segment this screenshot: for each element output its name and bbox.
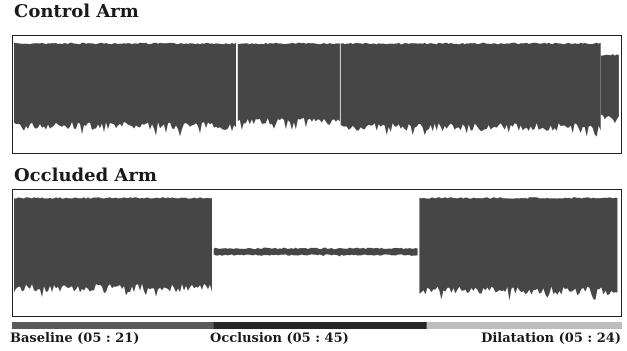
phase-bar-2: [213, 322, 427, 329]
phase-label-occlusion: Occlusion (05 : 45): [210, 331, 349, 346]
control-arm-waveform-segment-4: [600, 54, 619, 124]
phase-label-baseline: Baseline (05 : 21): [10, 331, 140, 346]
occluded-arm-panel: [12, 189, 622, 317]
occluded-arm-waveform-segment-1: [14, 197, 212, 298]
occluded-arm-plot: [14, 197, 618, 301]
control-arm-plot: [14, 42, 619, 137]
control-arm-waveform-segment-2: [237, 42, 340, 130]
phase-bar-3: [426, 322, 622, 329]
phase-label-dilatation: Dilatation (05 : 24): [481, 331, 621, 346]
control-arm-waveform-segment-3: [340, 42, 601, 137]
control-arm-waveform-segment-1: [14, 42, 236, 137]
control-arm-panel: [12, 35, 622, 154]
phase-bar-1: [12, 322, 214, 329]
occluded-arm-waveform-segment-2: [213, 247, 418, 257]
phase-timeline: [12, 322, 622, 329]
control-arm-title: Control Arm: [14, 1, 139, 22]
occluded-arm-title: Occluded Arm: [14, 165, 157, 186]
occluded-arm-waveform-segment-3: [419, 197, 618, 301]
